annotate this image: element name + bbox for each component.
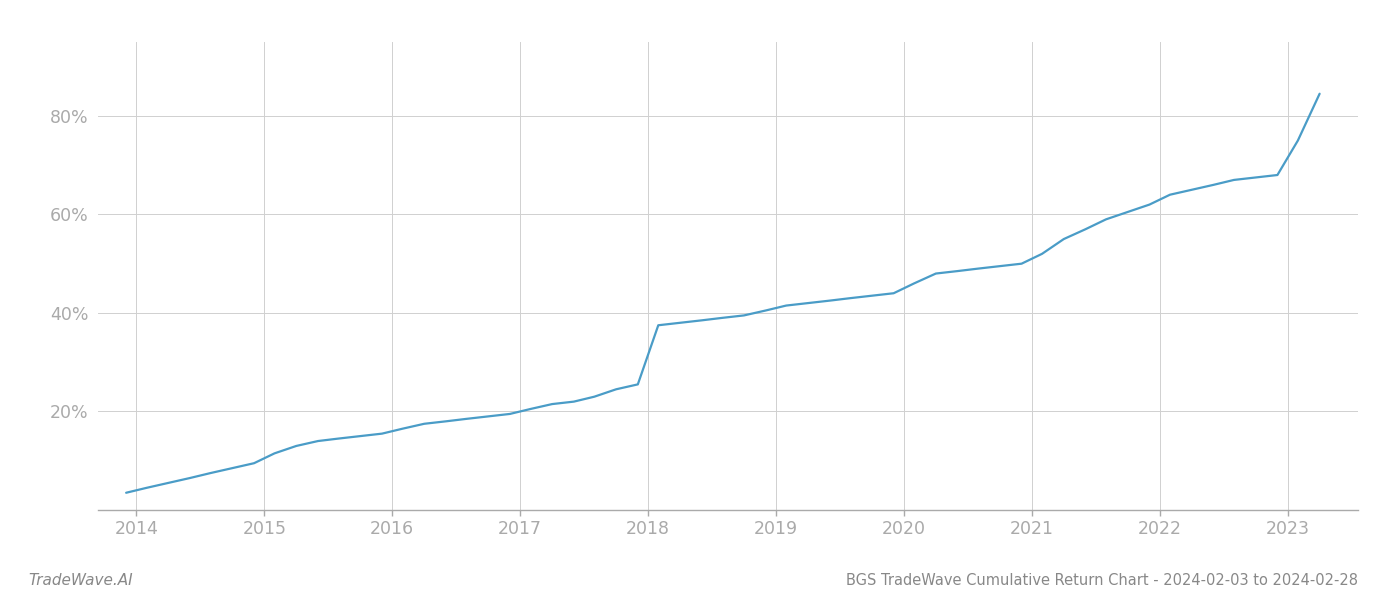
Text: TradeWave.AI: TradeWave.AI bbox=[28, 573, 133, 588]
Text: BGS TradeWave Cumulative Return Chart - 2024-02-03 to 2024-02-28: BGS TradeWave Cumulative Return Chart - … bbox=[846, 573, 1358, 588]
